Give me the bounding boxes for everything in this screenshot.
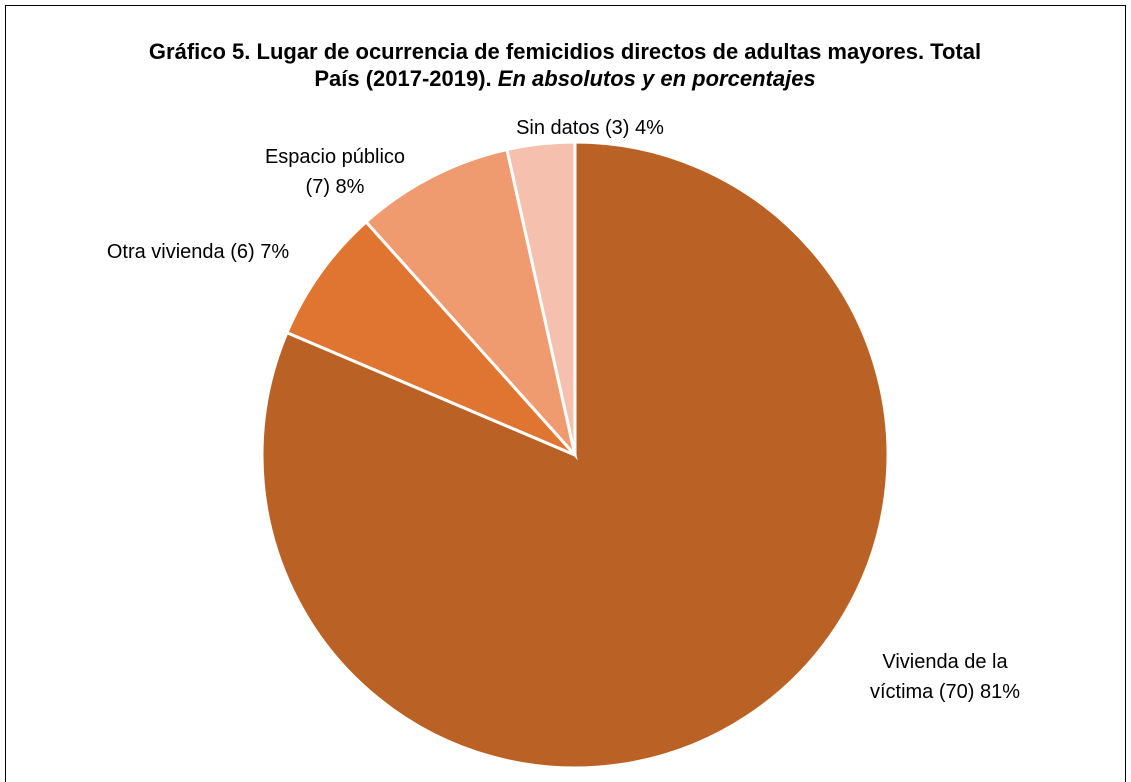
slice-label: Vivienda de la víctima (70) 81% (850, 647, 1040, 707)
value-label: (6) 7% (230, 241, 290, 263)
chart-title-block: Gráfico 5. Lugar de ocurrencia de femici… (125, 38, 1005, 92)
pie-slice (284, 219, 577, 457)
chart-subtitle: En absolutos y en porcentajes (497, 66, 816, 91)
value-label: (3) 4% (605, 117, 664, 139)
pie-slice (505, 140, 577, 456)
value-label: (70) 81% (938, 681, 1021, 703)
category-label: Otra vivienda (106, 241, 225, 263)
category-label: Sin datos (516, 117, 600, 139)
slice-label: Otra vivienda (6) 7% (106, 237, 291, 267)
category-label: Espacio público (264, 146, 406, 168)
chart-title: Gráfico 5. Lugar de ocurrencia de femici… (148, 39, 982, 91)
frame (5, 5, 1126, 782)
value-label: (7) 8% (305, 176, 365, 198)
slice-label: Sin datos (3) 4% (460, 113, 720, 143)
slice-label: Espacio público (7) 8% (253, 142, 418, 202)
category-label: Vivienda de la víctima (869, 651, 1008, 703)
